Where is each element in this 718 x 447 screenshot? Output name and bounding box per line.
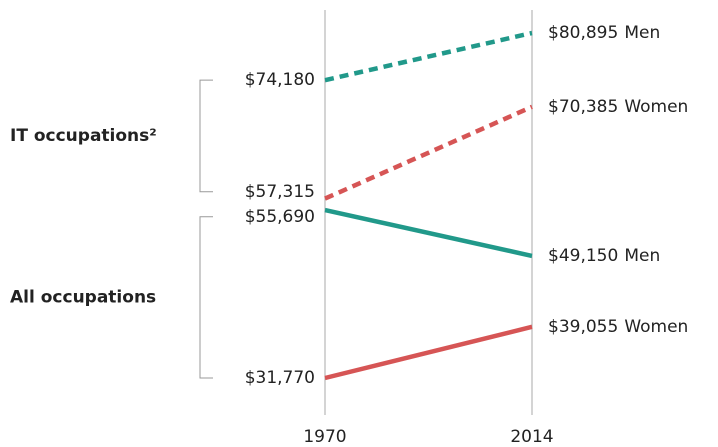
x-tick-label: 1970 <box>303 427 346 447</box>
start-label: $57,315 <box>245 182 315 202</box>
x-tick-label: 2014 <box>510 427 553 447</box>
start-label: $55,690 <box>245 207 315 227</box>
end-label: $80,895 Men <box>548 23 660 43</box>
slope-line <box>324 207 533 259</box>
end-value: $39,055 <box>548 317 618 337</box>
series-name: Men <box>624 23 660 43</box>
end-value: $80,895 <box>548 23 618 43</box>
group-label: IT occupations² <box>10 126 157 146</box>
start-label: $74,180 <box>245 70 315 90</box>
end-label: $70,385 Women <box>548 97 688 117</box>
series-name: Men <box>624 246 660 266</box>
bracket <box>199 216 213 379</box>
series-name: Women <box>624 317 688 337</box>
slope-line <box>324 324 533 381</box>
end-label: $49,150 Men <box>548 246 660 266</box>
series-name: Women <box>624 97 688 117</box>
bracket <box>199 79 213 193</box>
group-label: All occupations <box>10 287 156 307</box>
slope-line <box>324 104 533 201</box>
slope-line <box>324 30 533 83</box>
end-value: $49,150 <box>548 246 618 266</box>
end-value: $70,385 <box>548 97 618 117</box>
end-label: $39,055 Women <box>548 317 688 337</box>
start-label: $31,770 <box>245 368 315 388</box>
